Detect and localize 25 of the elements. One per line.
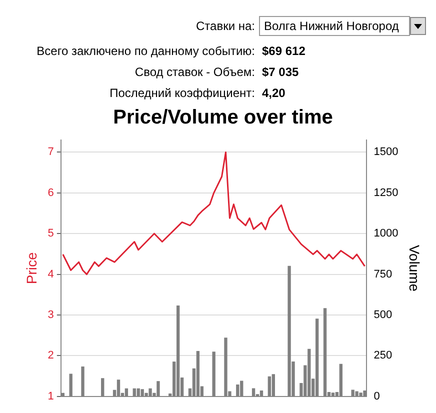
- y2-axis-title: Volume: [406, 244, 423, 292]
- y2-tick-label: 1000: [374, 228, 398, 240]
- y-tick-label: 4: [48, 268, 54, 280]
- text: Всего заключено по данному событию:: [36, 44, 255, 58]
- y-tick-label: 2: [48, 350, 54, 362]
- y2-tick-label: 750: [374, 268, 392, 280]
- text: Волга Нижний Новгород: [259, 16, 410, 36]
- text: Ставки на:: [195, 19, 255, 33]
- y-tick-label: 1: [48, 390, 54, 402]
- y-tick-label: 3: [48, 309, 54, 322]
- text: $69 612: [262, 44, 306, 58]
- y-tick-label: 5: [48, 228, 54, 240]
- y-axis-title: Price: [23, 252, 40, 284]
- y2-tick-label: 0: [374, 390, 380, 402]
- text: $7 035: [262, 65, 299, 79]
- y2-tick-label: 500: [374, 309, 392, 322]
- y-tick-label: 6: [48, 186, 54, 199]
- y2-tick-label: 1250: [374, 186, 398, 199]
- y2-tick-label: 1500: [374, 146, 398, 158]
- text: 4,20: [262, 86, 286, 100]
- chart-title: Price/Volume over time: [113, 106, 333, 129]
- text: Последний коэффициент:: [108, 86, 255, 100]
- y2-tick-label: 250: [374, 350, 392, 362]
- y-tick-label: 7: [48, 146, 54, 158]
- text: Свод ставок - Объем:: [134, 65, 255, 79]
